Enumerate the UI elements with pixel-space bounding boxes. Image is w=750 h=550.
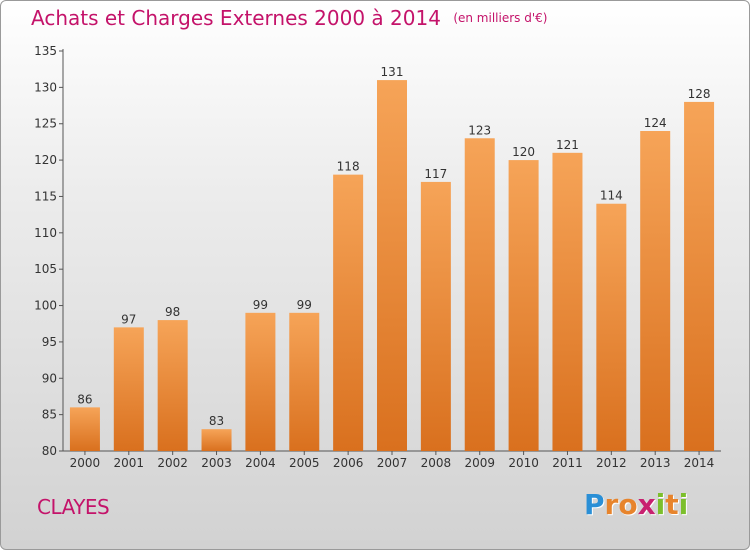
data-label-2001: 97 bbox=[121, 312, 136, 326]
logo-letter: t bbox=[665, 488, 679, 521]
bar-2000 bbox=[69, 407, 100, 451]
y-tick-label: 100 bbox=[34, 299, 57, 313]
bar-2008 bbox=[420, 181, 451, 451]
y-tick-label: 85 bbox=[42, 408, 57, 422]
data-label-2013: 124 bbox=[644, 116, 667, 130]
x-tick-label: 2001 bbox=[114, 456, 145, 470]
chart-title: Achats et Charges Externes 2000 à 2014 (… bbox=[31, 6, 547, 30]
chart-data-labels: 86 97 98 83 99 99 118 131 117 123 120 121 114 124 128 bbox=[77, 65, 710, 428]
y-tick-label: 105 bbox=[34, 262, 57, 276]
x-tick-label: 2002 bbox=[157, 456, 188, 470]
y-tick-label: 130 bbox=[34, 80, 57, 94]
logo-letter: P bbox=[584, 488, 605, 521]
chart-bars bbox=[69, 80, 715, 452]
chart-axes: 80 85 90 95 100 105 110 115 120 125 130 135 2000 2001… bbox=[34, 44, 721, 470]
data-label-2004: 99 bbox=[253, 298, 268, 312]
commune-name: CLAYES bbox=[37, 495, 110, 519]
x-tick-label: 2009 bbox=[464, 456, 495, 470]
bar-2006 bbox=[333, 174, 364, 452]
bar-2003 bbox=[201, 429, 232, 451]
data-label-2012: 114 bbox=[600, 189, 623, 203]
x-tick-label: 2010 bbox=[508, 456, 539, 470]
data-label-2008: 117 bbox=[424, 167, 447, 181]
x-tick-label: 2000 bbox=[70, 456, 101, 470]
data-label-2011: 121 bbox=[556, 138, 579, 152]
x-tick-label: 2014 bbox=[684, 456, 715, 470]
y-tick-label: 115 bbox=[34, 189, 57, 203]
data-label-2006: 118 bbox=[337, 160, 360, 174]
bar-2011 bbox=[552, 152, 583, 451]
x-tick-label: 2007 bbox=[377, 456, 408, 470]
y-tick-label: 80 bbox=[42, 444, 57, 458]
y-tick-label: 135 bbox=[34, 44, 57, 58]
bar-2005 bbox=[289, 312, 320, 451]
bar-2012 bbox=[596, 203, 627, 451]
data-label-2002: 98 bbox=[165, 305, 180, 319]
x-tick-label: 2005 bbox=[289, 456, 320, 470]
bar-2009 bbox=[464, 138, 495, 452]
y-tick-label: 90 bbox=[42, 371, 57, 385]
data-label-2005: 99 bbox=[297, 298, 312, 312]
bar-2013 bbox=[640, 131, 671, 451]
x-tick-label: 2004 bbox=[245, 456, 276, 470]
y-tick-label: 95 bbox=[42, 335, 57, 349]
logo-letter: i bbox=[678, 488, 689, 521]
logo-letter: x bbox=[637, 488, 656, 521]
logo-letter: o bbox=[618, 488, 638, 521]
y-tick-label: 125 bbox=[34, 117, 57, 131]
data-label-2014: 128 bbox=[688, 87, 711, 101]
data-label-2003: 83 bbox=[209, 414, 224, 428]
x-tick-label: 2012 bbox=[596, 456, 627, 470]
bar-2007 bbox=[377, 80, 407, 451]
chart-title-text: Achats et Charges Externes 2000 à 2014 bbox=[31, 6, 441, 30]
bar-2014 bbox=[684, 101, 715, 451]
bar-2001 bbox=[113, 327, 144, 451]
x-tick-label: 2013 bbox=[640, 456, 671, 470]
chart-unit-label: (en milliers d'€) bbox=[453, 11, 548, 25]
bar-2002 bbox=[157, 320, 188, 451]
x-tick-label: 2006 bbox=[333, 456, 364, 470]
data-label-2000: 86 bbox=[77, 392, 92, 406]
logo-letter: i bbox=[655, 488, 666, 521]
data-label-2010: 120 bbox=[512, 145, 535, 159]
x-tick-label: 2003 bbox=[201, 456, 232, 470]
data-label-2009: 123 bbox=[468, 123, 491, 137]
x-tick-label: 2008 bbox=[421, 456, 452, 470]
bar-2004 bbox=[245, 312, 276, 451]
bar-2010 bbox=[508, 160, 539, 451]
x-tick-label: 2011 bbox=[552, 456, 583, 470]
proxiti-logo: Proxiti bbox=[584, 488, 688, 521]
y-tick-label: 120 bbox=[34, 153, 57, 167]
logo-letter: r bbox=[604, 488, 619, 521]
y-tick-label: 110 bbox=[34, 226, 57, 240]
data-label-2007: 131 bbox=[381, 65, 404, 79]
